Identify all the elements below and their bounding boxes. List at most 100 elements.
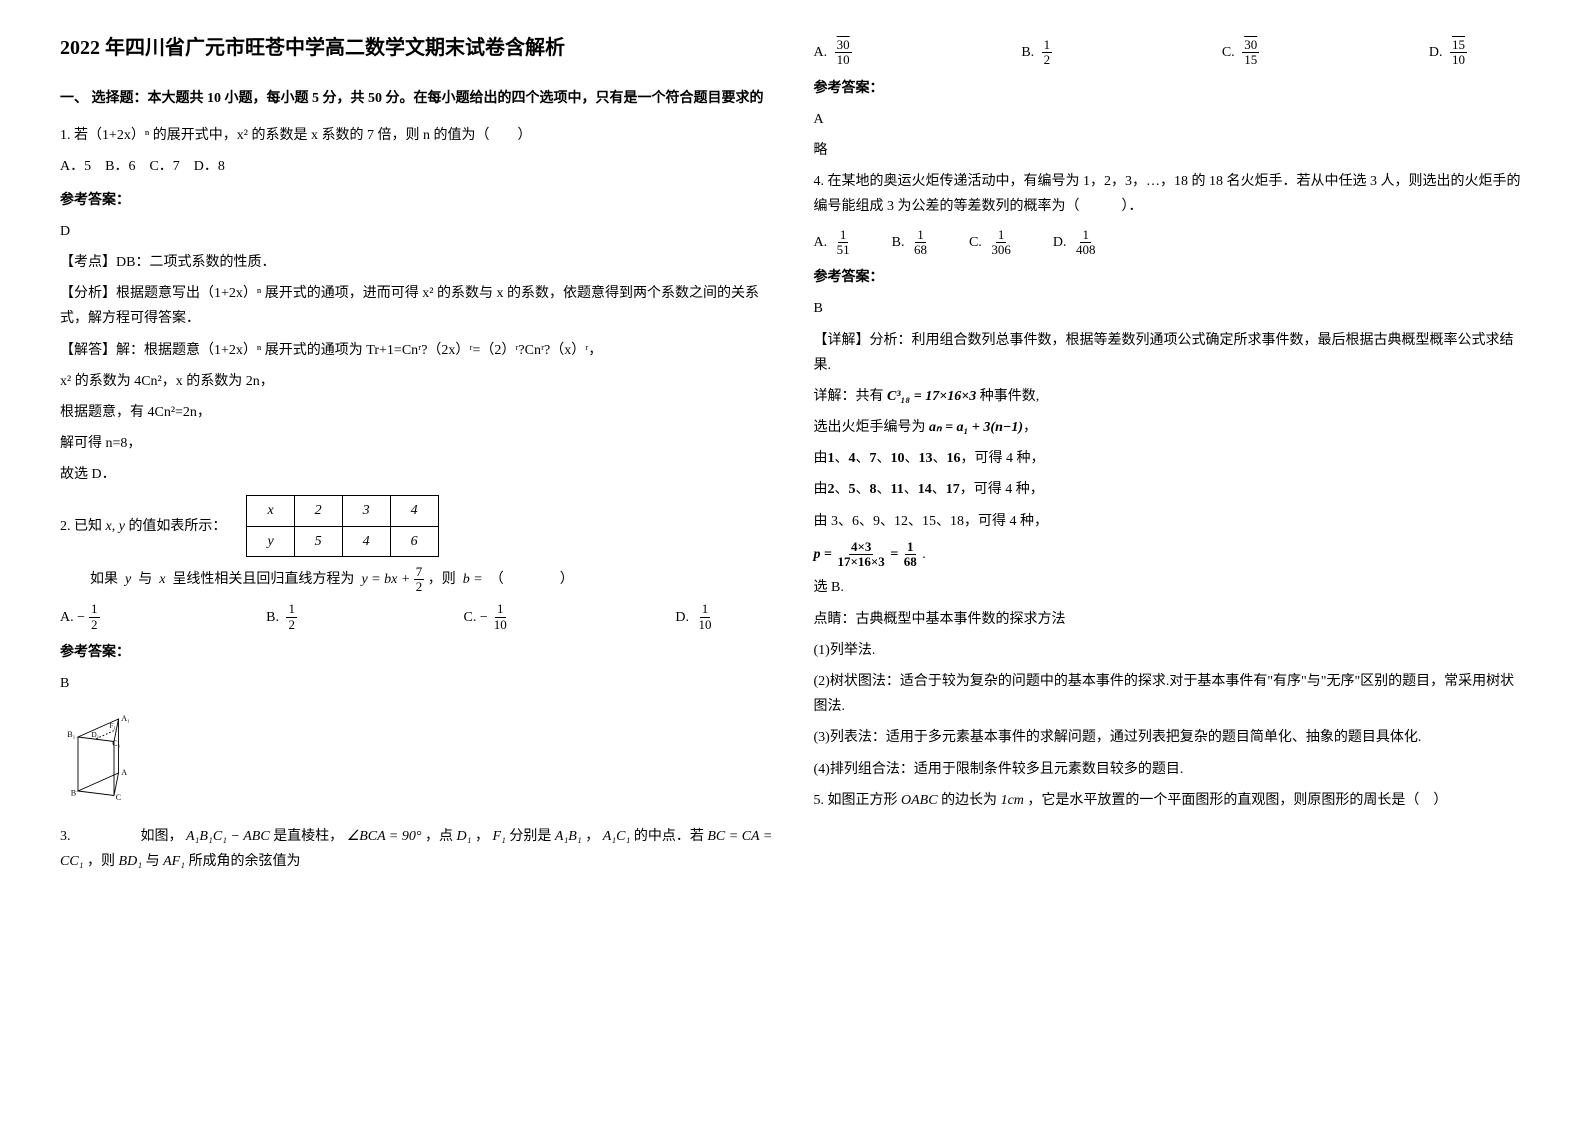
q4-answer: B (814, 296, 1528, 321)
f: ∠BCA = 90° (347, 829, 422, 844)
cell: y (247, 526, 294, 556)
q2-formula: y = bx + (358, 572, 414, 587)
f: F₁ (492, 829, 505, 844)
frac: 168 (902, 540, 919, 570)
q4-tip4: (4)排列组合法：适用于限制条件较多且元素数目较多的题目. (814, 757, 1528, 782)
svg-text:A₁: A₁ (121, 714, 130, 723)
q4-solve2: 选出火炬手编号为 aₙ = a₁ + 3(n−1)， (814, 415, 1528, 440)
t: ， (475, 829, 489, 844)
q3-answer: A (814, 107, 1528, 132)
q4-solve3: 由1、4、7、10、13、16，可得 4 种， (814, 446, 1528, 471)
left-column: 2022 年四川省广元市旺苍中学高二数学文期末试卷含解析 一、 选择题：本大题共… (40, 30, 794, 1092)
q4-options: A. 151 B. 168 C. 1306 D. 1408 (814, 228, 1528, 258)
t: ，它是水平放置的一个平面图形的直观图，则原图形的周长是（ ） (1027, 793, 1447, 808)
opt-a: A. 151 (814, 228, 852, 258)
table-row: x 2 3 4 (247, 496, 438, 526)
cell: 6 (390, 526, 438, 556)
t: 分别是 (509, 829, 551, 844)
answer-label: 参考答案： (60, 640, 774, 665)
q1-solve4: 故选 D． (60, 462, 774, 487)
svg-text:B₁: B₁ (67, 730, 75, 739)
t: 种事件数, (980, 389, 1040, 404)
q2-l2-end: （ ） (490, 572, 574, 587)
q2-y: y (122, 572, 135, 587)
section-header: 一、 选择题：本大题共 10 小题，每小题 5 分，共 50 分。在每小题给出的… (60, 86, 774, 111)
answer-label: 参考答案： (814, 265, 1528, 290)
q1-options: A．5 B．6 C．7 D．8 (60, 154, 774, 179)
opt-a: A. 3010 (814, 38, 852, 68)
q5-text: 5. 如图正方形 OABC 的边长为 1cm ，它是水平放置的一个平面图形的直观… (814, 788, 1528, 813)
svg-text:B: B (71, 789, 76, 798)
t: ，则 (87, 854, 115, 869)
cell: 2 (294, 496, 342, 526)
svg-text:C₁: C₁ (112, 739, 120, 748)
q4-tip2: (2)树状图法：适合于较为复杂的问题中的基本事件的探求.对于基本事件有"有序"与… (814, 669, 1528, 719)
frac-7-2: 72 (414, 565, 425, 595)
f: C³₁₈ = 17×16×3 (887, 389, 976, 404)
q3-brief: 略 (814, 138, 1528, 163)
q4-tip-label: 点睛：古典概型中基本事件数的探求方法 (814, 607, 1528, 632)
right-column: A. 3010 B. 12 C. 3015 D. 1510 参考答案： A 略 … (794, 30, 1548, 1092)
t: 3. 如图， (60, 829, 183, 844)
q1-analysis: 【分析】根据题意写出（1+2x）ⁿ 展开式的通项，进而可得 x² 的系数与 x … (60, 281, 774, 331)
opt-d: D. 110 (675, 602, 713, 632)
cell: 5 (294, 526, 342, 556)
table-row: y 5 4 6 (247, 526, 438, 556)
svg-text:A: A (121, 768, 127, 777)
t: 与 (146, 854, 160, 869)
q1-solve2: 根据题意，有 4Cn²=2n， (60, 400, 774, 425)
frac: 4×317×16×3 (835, 540, 886, 570)
f: A₁B₁ (555, 829, 582, 844)
cell: 3 (342, 496, 390, 526)
t: 详解：共有 (814, 389, 884, 404)
q2-mid: 的值如表所示： (128, 514, 226, 539)
opt-c: C. 3015 (1222, 38, 1259, 68)
q1-solve-label: 【解答】解：根据题意（1+2x）ⁿ 展开式的通项为 Tr+1=Cnʳ?（2x）ʳ… (60, 338, 774, 363)
opt-d: D. 1408 (1053, 228, 1098, 258)
f: A₁C₁ (603, 829, 631, 844)
q3-options: A. 3010 B. 12 C. 3015 D. 1510 (814, 38, 1528, 68)
f: A₁B₁C₁ − ABC (186, 829, 270, 844)
f: 1cm (1001, 793, 1024, 808)
q4-p-formula: p = 4×317×16×3 = 168 . (814, 540, 1528, 570)
exam-title: 2022 年四川省广元市旺苍中学高二数学文期末试卷含解析 (60, 30, 774, 66)
t: 5. 如图正方形 (814, 793, 898, 808)
q1-answer: D (60, 219, 774, 244)
q4-text: 4. 在某地的奥运火炬传递活动中，有编号为 1，2，3，…，18 的 18 名火… (814, 169, 1528, 219)
opt-b: B. 12 (266, 602, 297, 632)
q3-text: 3. 如图， A₁B₁C₁ − ABC 是直棱柱， ∠BCA = 90° ，点 … (60, 824, 774, 874)
t: 的边长为 (941, 793, 997, 808)
cell: 4 (342, 526, 390, 556)
q1-solve3: 解可得 n=8， (60, 431, 774, 456)
opt-c: C. 1306 (969, 228, 1013, 258)
q2-b: b = (459, 572, 486, 587)
q2-options: A. −12 B. 12 C. −110 D. 110 (60, 602, 774, 632)
svg-text:C: C (116, 793, 121, 800)
q2-table: x 2 3 4 y 5 4 6 (246, 495, 438, 556)
opt-c: C. −110 (464, 602, 509, 632)
q2-xy: x, y (102, 514, 128, 539)
prism-diagram: B C A B₁ C₁ A₁ D₁ F₁ (60, 710, 150, 800)
opt-a: A. −12 (60, 602, 100, 632)
q2-prefix: 2. 已知 (60, 514, 102, 539)
q1-analysis-label: 【考点】DB：二项式系数的性质． (60, 250, 774, 275)
q4-detail: 【详解】分析：利用组合数列总事件数，根据等差数列通项公式确定所求事件数，最后根据… (814, 328, 1528, 378)
svg-text:F₁: F₁ (110, 722, 117, 730)
q4-conclusion: 选 B. (814, 575, 1528, 600)
q2-line2: 如果 y 与 x 呈线性相关且回归直线方程为 y = bx + 72 ，则 b … (90, 565, 774, 595)
t: 的中点．若 (634, 829, 704, 844)
q2-l2-mid: 与 (138, 572, 152, 587)
f: AF₁ (163, 854, 185, 869)
f: D₁ (456, 829, 471, 844)
opt-b: B. 168 (892, 228, 929, 258)
q2-row: 2. 已知 x, y 的值如表所示： x 2 3 4 y 5 4 6 (60, 495, 774, 556)
t: 是直棱柱， (273, 829, 343, 844)
q4-tip1: (1)列举法. (814, 638, 1528, 663)
opt-d: D. 1510 (1429, 38, 1467, 68)
q2-l2-suffix: ，则 (428, 572, 456, 587)
f: OABC (901, 793, 938, 808)
cell: 4 (390, 496, 438, 526)
q2-answer: B (60, 671, 774, 696)
svg-text:D₁: D₁ (92, 731, 100, 739)
q4-tip3: (3)列表法：适用于多元素基本事件的求解问题，通过列表把复杂的题目简单化、抽象的… (814, 725, 1528, 750)
